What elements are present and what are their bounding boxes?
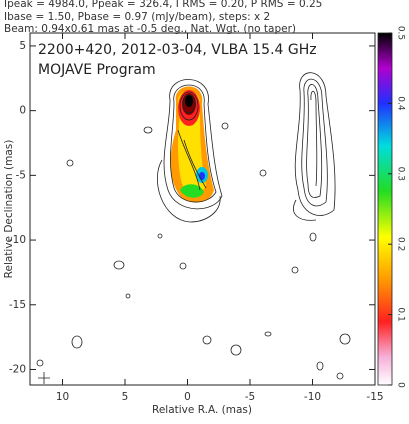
x-axis-label: Relative R.A. (mas) [152, 404, 252, 416]
colorbar-tick-label: 0 [396, 382, 406, 388]
y-tick-label: 5 [19, 40, 26, 52]
colorbar-tick-label: 0.5 [396, 26, 406, 40]
y-tick-label: -20 [9, 363, 26, 375]
colorbar-tick-label: 0.1 [396, 307, 406, 321]
colorbar [377, 32, 393, 386]
x-tick-label: 5 [122, 391, 129, 403]
plot-frame [29, 32, 376, 386]
chart-subtitle: MOJAVE Program [38, 62, 156, 78]
colorbar-tick-label: 0.4 [396, 96, 406, 111]
y-axis-label: Relative Declination (mas) [3, 140, 15, 279]
x-tick-label: 0 [184, 391, 191, 403]
colorbar-tick-label: 0.3 [396, 167, 406, 181]
map [36, 72, 351, 384]
y-tick-label: -15 [9, 299, 26, 311]
y-tick-label: -5 [16, 169, 26, 181]
x-tick-label: -10 [304, 391, 321, 403]
y-tick-label: 0 [19, 105, 26, 117]
x-tick-label: -15 [366, 391, 383, 403]
y-tick-label: -10 [9, 234, 26, 246]
header-line: Beam: 0.94x0.61 mas at -0.5 deg., Nat. W… [4, 23, 296, 35]
colorbar-tick-label: 0.2 [396, 237, 406, 251]
chart-title: 2200+420, 2012-03-04, VLBA 15.4 GHz [38, 42, 317, 58]
header-line: Ibase = 1.50, Pbase = 0.97 (mJy/beam), s… [4, 11, 270, 23]
x-tick-label: -5 [245, 391, 255, 403]
jet-color [170, 86, 214, 203]
x-tick-label: 10 [56, 391, 69, 403]
header-line: Ipeak = 4984.0, Ppeak = 326.4, I RMS = 0… [4, 0, 322, 10]
contours [36, 72, 351, 380]
beam [38, 372, 50, 384]
